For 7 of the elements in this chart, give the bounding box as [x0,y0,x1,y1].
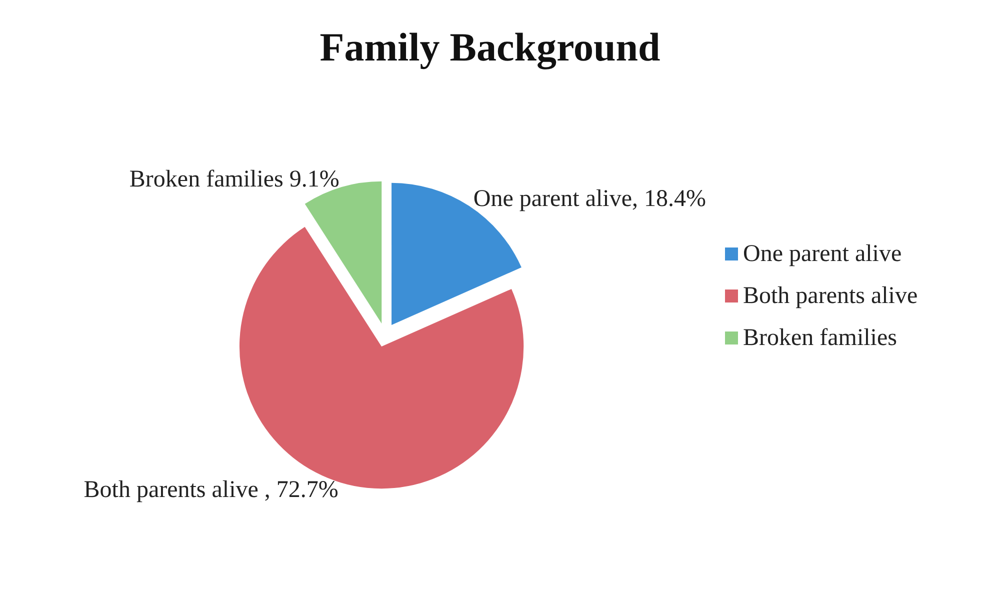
legend-label: Both parents alive [743,283,918,309]
data-label: Broken families 9.1% [129,166,340,192]
legend-label: Broken families [743,325,897,351]
legend-label: One parent alive [743,241,902,267]
data-label: One parent alive, 18.4% [473,186,706,212]
data-label: Both parents alive , 72.7% [84,477,338,504]
chart-title: Family Background [320,24,660,70]
